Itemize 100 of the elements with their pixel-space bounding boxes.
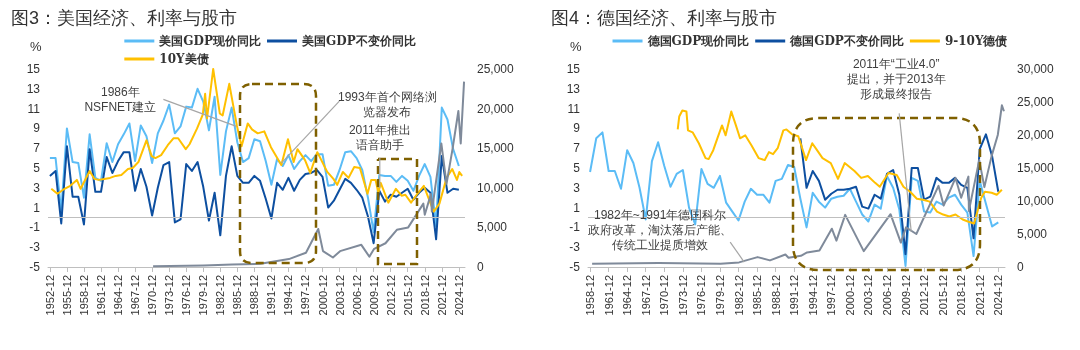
x-tick-label: 1979-12 [713,275,726,316]
y2-tick-label: 25,000 [477,62,515,76]
x-tick-label: 2015-12 [936,275,949,316]
y2-tick-label: 0 [477,260,484,274]
legend-label: 德国GDP现价同比 [646,34,750,48]
annotation: 1986年NSFNET建立 [84,84,157,114]
y-tick-label: -3 [569,240,581,255]
y-tick-label: -3 [29,240,41,255]
y-tick-label: 1 [573,200,581,215]
y2-tick-label: 5,000 [477,220,508,235]
x-tick-label: 2024-12 [992,275,1005,316]
y2-tick-label: 30,000 [1017,62,1055,76]
x-tick-label: 1991-12 [265,275,278,316]
y2-tick-label: 5,000 [1017,227,1048,241]
legend-label: 美国GDP不变价同比 [301,34,416,48]
legend-label: 9-10Y德债 [944,34,1008,48]
y2-tick-label: 15,000 [477,141,515,156]
x-tick-label: 1976-12 [695,275,708,316]
x-tick-label: 1982-12 [732,275,745,316]
x-tick-label: 2006-12 [880,275,893,316]
x-tick-label: 2021-12 [973,275,986,316]
x-tick-label: 1967-12 [639,275,652,316]
y-tick-label: 15 [566,62,581,76]
x-tick-label: 2000-12 [316,275,329,316]
x-tick-label: 1961-12 [602,275,615,316]
y2-tick-label: 10,000 [477,180,515,195]
y-axis-title: % [570,39,582,54]
x-tick-label: 1997-12 [825,275,838,316]
legend-label: 德国GDP不变价同比 [789,34,904,48]
x-tick-label: 2012-12 [918,275,931,316]
x-tick-label: 1997-12 [299,275,312,316]
y2-tick-label: 0 [1017,260,1024,274]
x-tick-label: 1952-12 [43,275,56,316]
x-tick-label: 1988-12 [248,275,261,316]
y-tick-label: -1 [29,220,41,235]
x-tick-label: 1982-12 [214,275,227,316]
annotation: 2011年“工业4.0”提出，并于2013年形成最终报告 [846,57,946,102]
line-series [799,133,1000,256]
x-tick-label: 2015-12 [401,275,414,316]
annotation: 2011年推出语音助手 [348,123,411,153]
y2-tick-label: 25,000 [1017,95,1055,109]
line-series [48,87,460,234]
y-tick-label: 7 [573,141,581,156]
x-tick-label: 2000-12 [843,275,856,316]
x-tick-label: 1994-12 [282,275,295,316]
x-tick-label: 2018-12 [955,275,968,316]
legend-label: 美国GDP现价同比 [158,34,262,48]
y-tick-label: -5 [29,260,41,274]
x-tick-label: 1988-12 [769,275,782,316]
y-tick-label: 11 [567,101,581,116]
x-tick-label: 1967-12 [129,275,142,316]
y2-tick-label: 10,000 [1017,194,1055,208]
x-tick-label: 2012-12 [384,275,397,316]
y-tick-label: 9 [573,121,581,136]
x-tick-label: 1961-12 [95,275,108,316]
x-tick-label: 1964-12 [112,275,125,316]
y-axis-title: % [30,39,42,54]
x-tick-label: 2003-12 [862,275,875,316]
y-tick-label: 11 [27,101,41,116]
x-tick-label: 1985-12 [231,275,244,316]
y2-tick-label: 15,000 [1017,161,1055,175]
y-tick-label: 5 [33,161,41,175]
y-tick-label: 13 [566,81,581,96]
y-tick-label: 15 [26,62,41,76]
x-tick-label: 1979-12 [197,275,210,316]
chart-title: 图4：德国经济、利率与股市 [551,8,778,28]
x-tick-label: 1976-12 [180,275,193,316]
x-tick-label: 1985-12 [751,275,764,316]
x-tick-label: 2021-12 [435,275,448,316]
x-tick-label: 1970-12 [658,275,671,316]
legend-label: 10Y美债 [159,52,209,66]
annotation: 1993年首个网络浏览器发布 [338,89,437,119]
x-tick-label: 2006-12 [350,275,363,316]
y-tick-label: -1 [569,220,581,235]
line-series [50,68,464,213]
x-tick-label: 1970-12 [146,275,159,316]
y-tick-label: -5 [569,260,581,274]
y-tick-label: 3 [33,180,41,195]
y-tick-label: 7 [33,141,41,156]
y2-tick-label: 20,000 [1017,128,1055,142]
x-tick-label: 2018-12 [418,275,431,316]
x-tick-label: 2009-12 [367,275,380,316]
x-tick-label: 1991-12 [788,275,801,316]
chart-title: 图3：美国经济、利率与股市 [11,8,238,28]
x-tick-label: 1973-12 [163,275,176,316]
y2-tick-label: 20,000 [477,101,515,116]
y-tick-label: 3 [573,180,581,195]
y-tick-label: 1 [33,200,41,215]
annotation: 1982年~1991年德国科尔政府改革，淘汰落后产能、传统工业提质增效 [588,208,733,253]
x-tick-label: 1958-12 [77,275,90,316]
y-tick-label: 13 [26,81,41,96]
x-tick-label: 2003-12 [333,275,346,316]
x-tick-label: 1955-12 [60,275,73,316]
x-tick-label: 2024-12 [452,275,465,316]
y-tick-label: 9 [33,121,41,136]
y-tick-label: 5 [573,161,581,175]
x-tick-label: 2009-12 [899,275,912,316]
line-series [589,131,1000,268]
x-tick-label: 1994-12 [806,275,819,316]
x-tick-label: 1973-12 [676,275,689,316]
